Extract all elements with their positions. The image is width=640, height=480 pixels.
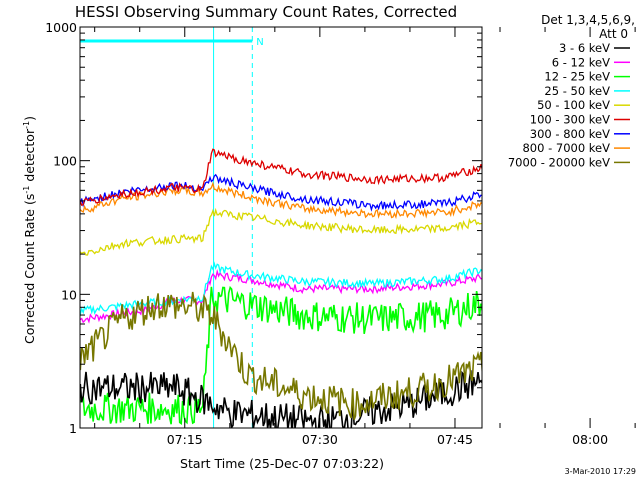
series-line <box>80 261 482 315</box>
saa-label: N <box>256 37 263 48</box>
series-line <box>80 268 482 324</box>
series-line <box>80 181 482 220</box>
legend-label: 7000 - 20000 keV <box>508 155 610 169</box>
legend-label: 50 - 100 keV <box>537 98 610 112</box>
plot-frame <box>79 26 483 429</box>
legend-label: 25 - 50 keV <box>544 84 610 98</box>
x-axis-label: Start Time (25-Dec-07 07:03:22) <box>180 456 384 471</box>
x-tick-label: 07:30 <box>302 432 338 447</box>
chart-title: HESSI Observing Summary Count Rates, Cor… <box>75 3 457 21</box>
series-line <box>80 148 482 207</box>
x-tick-label: 07:15 <box>167 432 203 447</box>
legend-label: 100 - 300 keV <box>530 113 610 127</box>
legend-label: 6 - 12 keV <box>552 55 610 69</box>
series-800-to-7000keV-group <box>80 181 482 220</box>
y-tick-label: 1000 <box>45 20 77 35</box>
series-line <box>80 291 482 420</box>
y-tick-label: 10 <box>61 287 77 302</box>
legend-label: 12 - 25 keV <box>544 70 610 84</box>
series-12-to-25keV-group <box>80 285 482 426</box>
series-line <box>80 285 482 426</box>
legend-label: 300 - 800 keV <box>530 127 610 141</box>
legend-header-line-2: Att 0 <box>599 27 628 41</box>
legend-header-line-1: Det 1,3,4,5,6,9, <box>541 13 635 27</box>
y-axis-label: Corrected Count Rate (s-1 detector-1) <box>22 116 37 344</box>
y-tick-label: 100 <box>53 154 77 169</box>
series-50-to-100keV-group <box>80 207 482 256</box>
legend-label: 3 - 6 keV <box>559 41 610 55</box>
series-line <box>80 173 482 212</box>
series-line <box>80 370 482 428</box>
y-tick-label: 1 <box>69 421 77 436</box>
series-line <box>80 207 482 256</box>
x-tick-label: 08:00 <box>572 432 608 447</box>
x-tick-label: 07:45 <box>437 432 473 447</box>
legend-label: 800 - 7000 keV <box>522 141 610 155</box>
footer-date: 3-Mar-2010 17:29 <box>565 467 636 476</box>
